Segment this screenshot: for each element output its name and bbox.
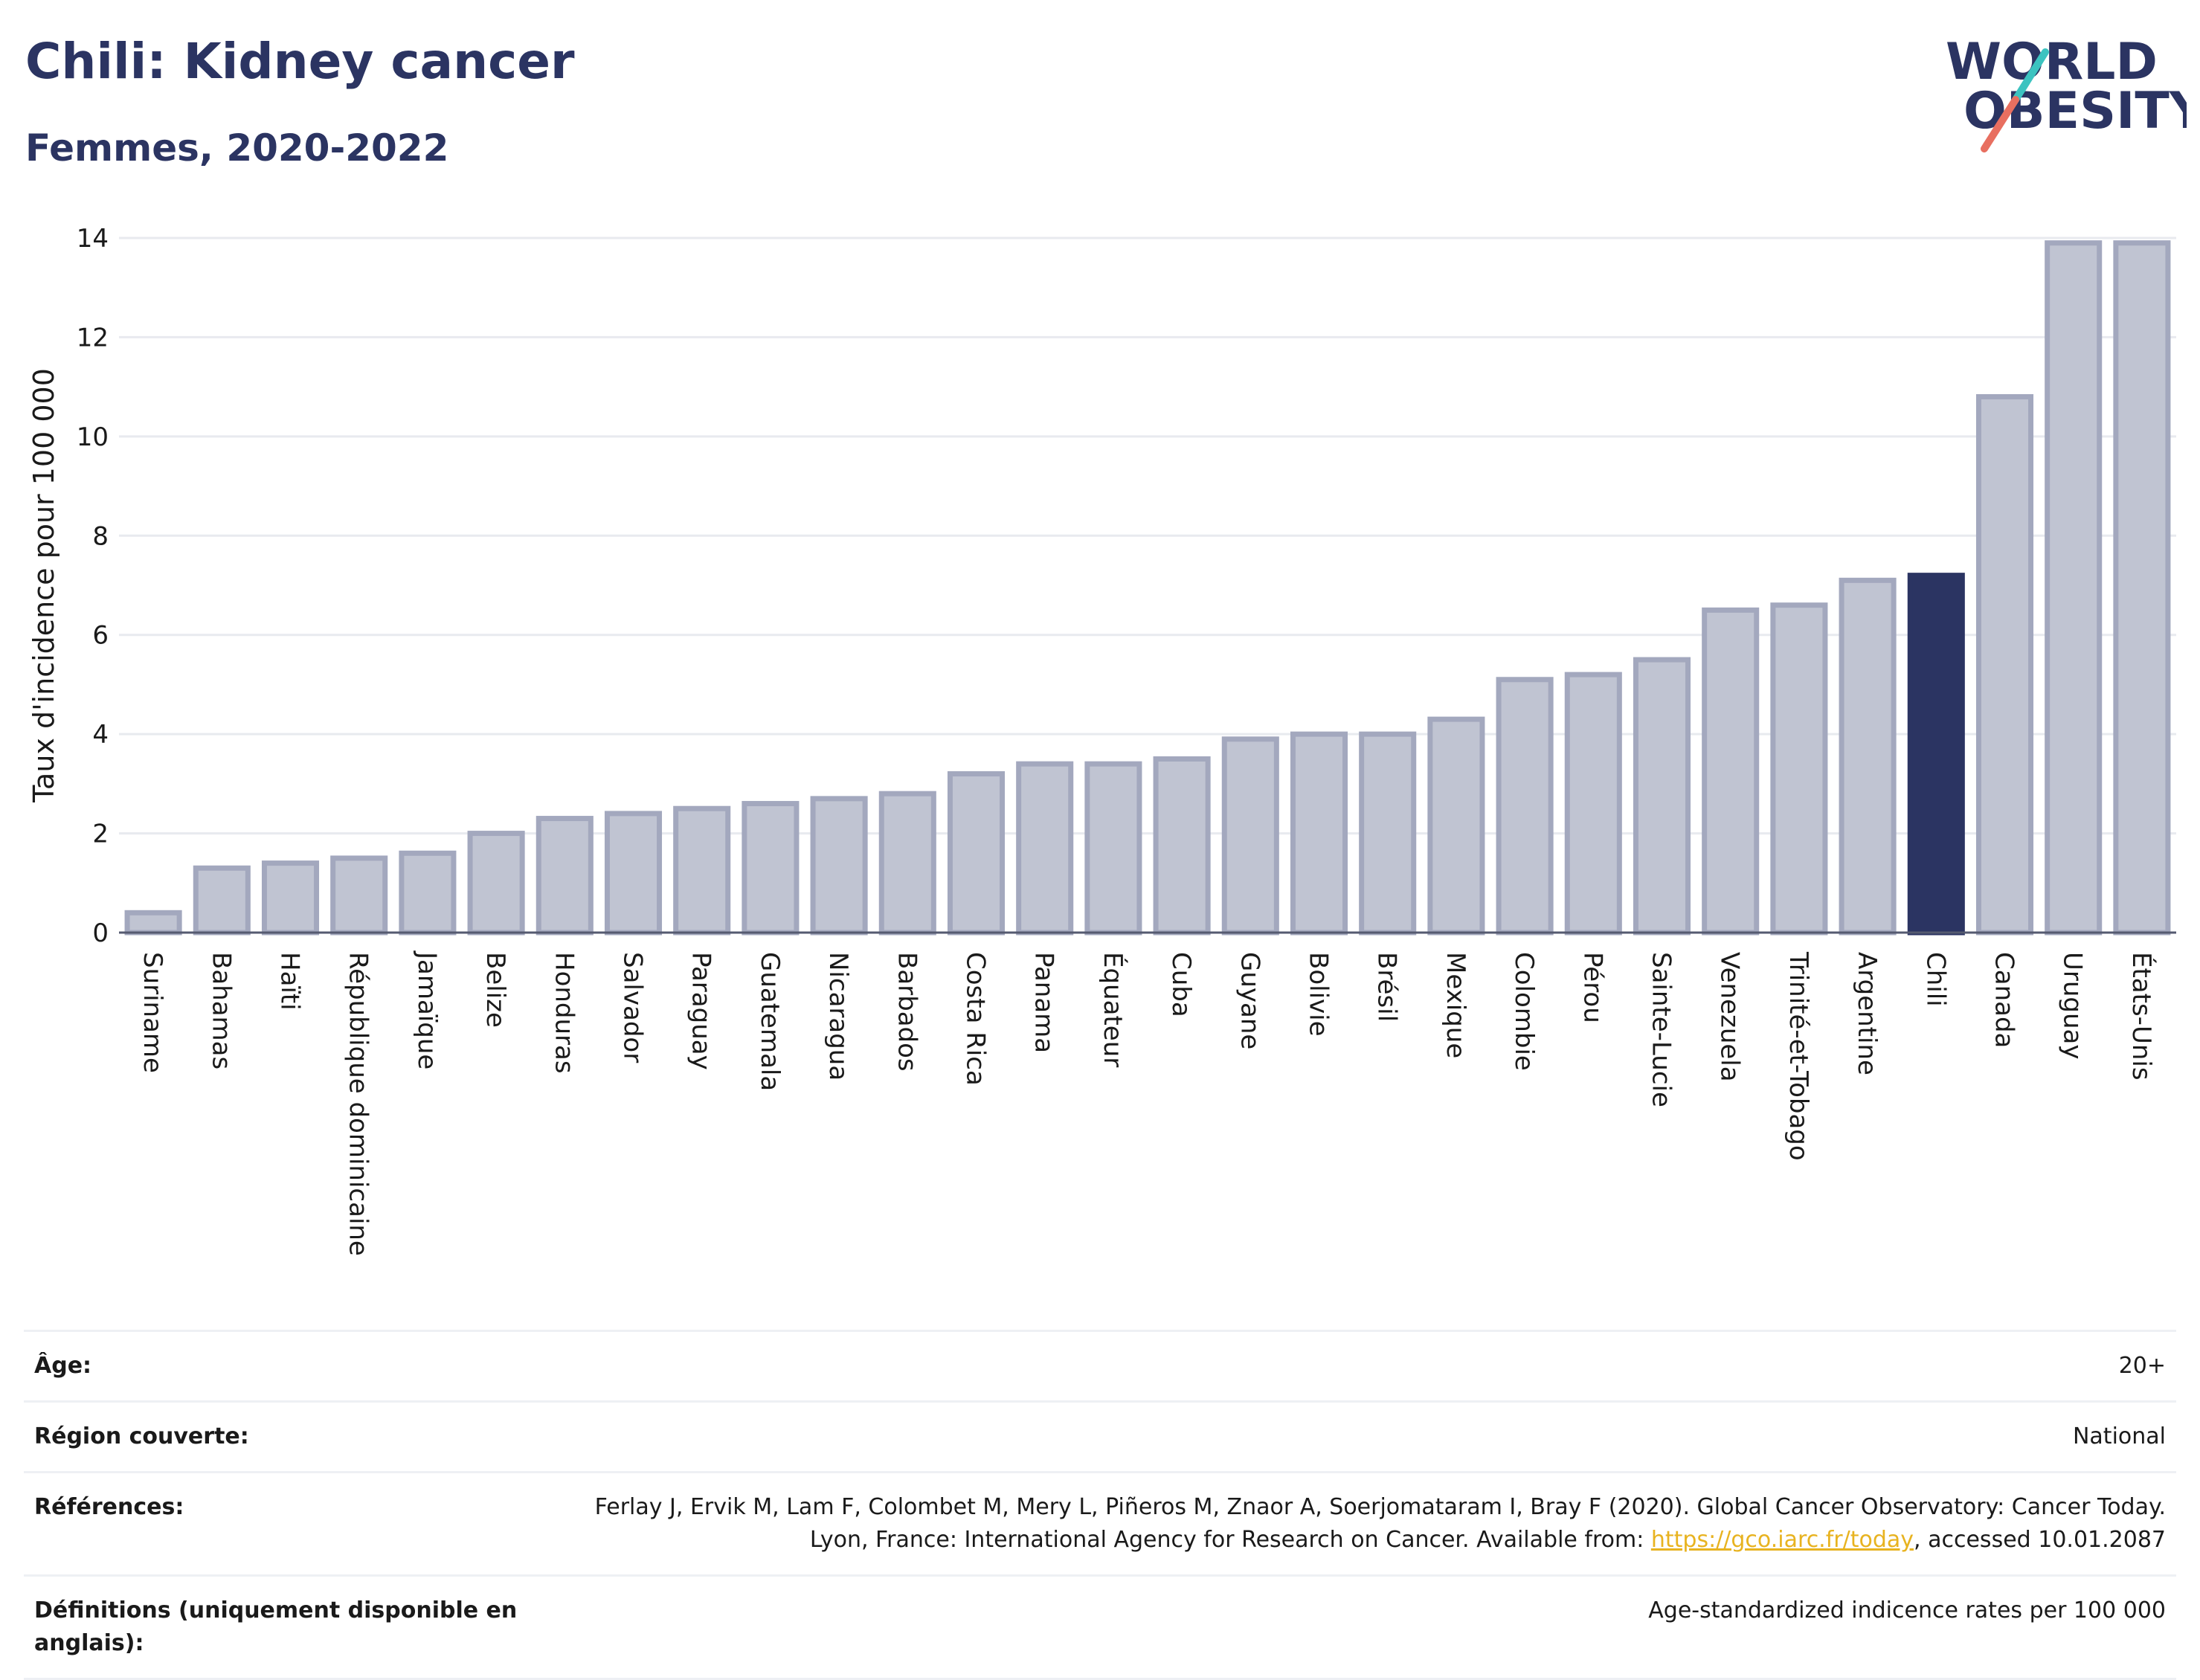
- definitions-label: Définitions (uniquement disponible en an…: [34, 1597, 518, 1656]
- x-tick-label: Costa Rica: [961, 952, 991, 1086]
- x-tick-label: Bahamas: [206, 952, 236, 1069]
- bar: [193, 865, 251, 936]
- x-tick-label: Guyane: [1235, 952, 1264, 1049]
- bar: [1770, 602, 1828, 936]
- bar: [1359, 731, 1417, 936]
- x-tick-label: Argentine: [1852, 952, 1882, 1075]
- x-tick-label: Paraguay: [686, 952, 716, 1070]
- bar: [1084, 761, 1142, 936]
- y-axis-label: Taux d'incidence pour 100 000: [28, 368, 60, 803]
- age-value: 20+: [2118, 1353, 2166, 1379]
- bar: [1016, 761, 1074, 936]
- references-accessed: , accessed 10.01.2087: [1914, 1527, 2166, 1553]
- meta-row-age: Âge: 20+: [24, 1332, 2176, 1403]
- bar: [261, 860, 320, 936]
- bar: [947, 771, 1006, 936]
- x-tick-label: République dominicaine: [344, 952, 373, 1256]
- bar: [1221, 736, 1279, 936]
- logo-slash-coral: [1981, 96, 2019, 152]
- x-tick-label: Cuba: [1166, 952, 1196, 1017]
- x-tick-label: Pérou: [1577, 952, 1607, 1023]
- x-tick-label: Canada: [1990, 952, 2019, 1048]
- references-link[interactable]: https://gco.iarc.fr/today: [1650, 1527, 1914, 1553]
- x-tick-label: Nicaragua: [823, 952, 853, 1081]
- bar: [742, 801, 800, 936]
- bar: [810, 796, 868, 936]
- bar: [124, 910, 182, 936]
- bar: [1496, 677, 1554, 936]
- x-tick-label: Salvador: [618, 952, 648, 1063]
- bar: [1427, 716, 1485, 936]
- bar: [1153, 756, 1211, 936]
- bar: [2113, 240, 2171, 936]
- bar: [673, 805, 731, 936]
- bar: [1564, 672, 1622, 936]
- bar: [1633, 657, 1691, 936]
- bar: [467, 831, 525, 936]
- logo-slash-teal: [2012, 48, 2049, 103]
- y-tick-label: 8: [92, 521, 109, 551]
- x-tick-label: Honduras: [549, 952, 579, 1074]
- x-tick-label: États-Unis: [2126, 952, 2157, 1081]
- logo-text-world: WORLD: [1946, 33, 2158, 91]
- bar: [399, 850, 457, 936]
- x-tick-label: Sainte-Lucie: [1647, 952, 1676, 1107]
- bar: [1907, 573, 1965, 936]
- region-label: Région couverte:: [34, 1423, 249, 1449]
- metadata-table: Âge: 20+ Région couverte: National Référ…: [24, 1330, 2176, 1680]
- references-value: Ferlay J, Ervik M, Lam F, Colombet M, Me…: [544, 1491, 2166, 1557]
- references-label: Références:: [34, 1494, 184, 1520]
- bar: [1290, 731, 1348, 936]
- x-tick-label: Jamaïque: [412, 950, 442, 1069]
- x-tick-label: Brésil: [1372, 952, 1402, 1022]
- bar: [1839, 577, 1897, 936]
- meta-row-definitions: Définitions (uniquement disponible en an…: [24, 1577, 2176, 1680]
- meta-row-references: Références: Ferlay J, Ervik M, Lam F, Co…: [24, 1473, 2176, 1577]
- y-tick-label: 0: [92, 918, 109, 948]
- chart-subtitle: Femmes, 2020-2022: [25, 126, 449, 170]
- x-tick-label: Bolivie: [1304, 952, 1334, 1037]
- x-tick-label: Haïti: [275, 952, 305, 1011]
- x-tick-label: Suriname: [138, 952, 167, 1073]
- y-tick-label: 10: [77, 422, 109, 452]
- meta-row-region: Région couverte: National: [24, 1403, 2176, 1473]
- bar: [2045, 240, 2103, 936]
- x-tick-label: Uruguay: [2058, 952, 2088, 1060]
- y-tick-label: 2: [92, 820, 109, 849]
- x-tick-label: Colombie: [1509, 952, 1539, 1071]
- y-tick-label: 6: [92, 621, 109, 651]
- bar: [1702, 607, 1760, 936]
- bar: [330, 855, 388, 936]
- x-tick-label: Trinité-et-Tobago: [1784, 951, 1813, 1161]
- x-tick-label: Barbados: [892, 952, 922, 1072]
- region-value: National: [2072, 1423, 2166, 1449]
- definitions-value: Age-standardized indicence rates per 100…: [1648, 1597, 2166, 1623]
- logo-text-obesity: OBESITY: [1963, 82, 2187, 141]
- y-tick-label: 14: [77, 224, 109, 254]
- bar: [604, 811, 663, 936]
- x-tick-label: Belize: [480, 952, 510, 1028]
- y-tick-label: 12: [77, 323, 109, 353]
- x-tick-label: Chili: [1920, 952, 1950, 1007]
- x-tick-label: Panama: [1029, 952, 1059, 1053]
- x-tick-label: Équateur: [1098, 952, 1128, 1067]
- world-obesity-logo: WORLD OBESITY: [1946, 33, 2187, 152]
- bar-chart: 0 2 4 6 8 10 12 14 Taux d'incidence pour 100 000…: [28, 224, 2176, 1256]
- x-tick-label: Venezuela: [1715, 952, 1745, 1082]
- bar: [1975, 393, 2034, 936]
- age-label: Âge:: [34, 1353, 92, 1379]
- x-tick-label: Guatemala: [755, 952, 785, 1091]
- chart-title: Chili: Kidney cancer: [25, 33, 575, 90]
- y-tick-label: 4: [92, 720, 109, 750]
- bar: [878, 791, 936, 936]
- bar: [535, 816, 594, 936]
- references-text: Ferlay J, Ervik M, Lam F, Colombet M, Me…: [594, 1494, 2166, 1553]
- x-tick-label: Mexique: [1441, 952, 1470, 1058]
